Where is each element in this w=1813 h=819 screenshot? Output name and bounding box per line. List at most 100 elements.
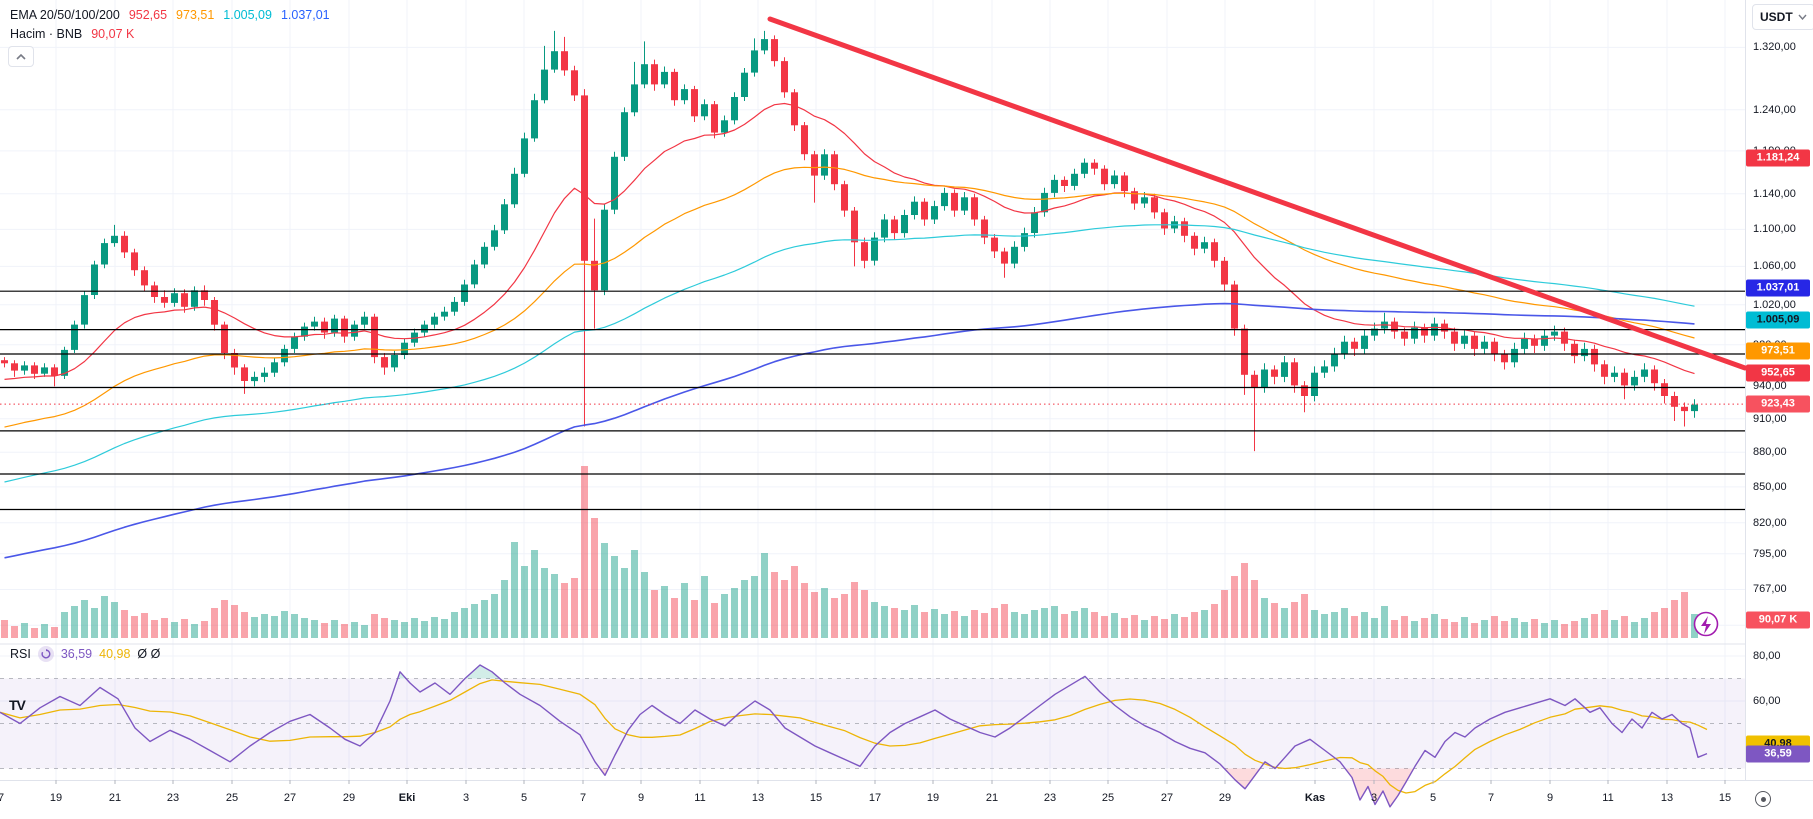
currency-label: USDT: [1760, 10, 1793, 24]
rsi-ma-line: [0, 679, 1708, 794]
rsi-band: [0, 678, 1745, 769]
quick-trade-lightning-button[interactable]: [1693, 611, 1719, 637]
indicator-legend: EMA 20/50/100/200 952,65 973,51 1.005,09…: [10, 5, 330, 43]
price-badge: 1.037,01: [1746, 279, 1810, 297]
candlesticks-layer: [1, 30, 1698, 452]
time-label: 11: [1602, 792, 1614, 804]
price-label: 880,00: [1753, 446, 1787, 458]
price-badge: 973,51: [1746, 342, 1810, 360]
time-label: 19: [49, 792, 63, 804]
time-label: 7: [579, 792, 587, 804]
time-label: 11: [694, 792, 706, 804]
price-label: 1.320,00: [1753, 41, 1796, 53]
ema-legend-row[interactable]: EMA 20/50/100/200 952,65 973,51 1.005,09…: [10, 5, 330, 24]
ema-200-line: [4, 302, 1695, 559]
volume-legend-label: Hacim · BNB: [10, 26, 83, 41]
time-label: 23: [166, 792, 180, 804]
time-label-month: Eki: [398, 792, 416, 804]
rsi-scale-label: 60,00: [1753, 695, 1781, 707]
lightning-icon: [1701, 616, 1711, 634]
ema-100: [4, 224, 1695, 483]
rsi-label: RSI: [10, 647, 31, 661]
price-badge: 952,65: [1746, 364, 1810, 382]
time-label: 13: [751, 792, 765, 804]
volume-legend-row[interactable]: Hacim · BNB 90,07 K: [10, 24, 330, 43]
price-label: 1.020,00: [1753, 299, 1796, 311]
time-label: 17: [868, 792, 882, 804]
drawings-layer: [0, 16, 1748, 511]
time-label: 25: [1101, 792, 1115, 804]
time-label: 15: [1718, 792, 1732, 804]
rsi-refresh-icon[interactable]: [37, 646, 54, 662]
ema-legend-label: EMA 20/50/100/200: [10, 7, 120, 22]
ema-20-line: [4, 102, 1695, 380]
rsi-badge: 36,59: [1746, 745, 1810, 763]
time-axis[interactable]: [0, 780, 1813, 819]
time-label: 15: [809, 792, 823, 804]
time-label: 21: [985, 792, 999, 804]
price-badge: 1.005,09: [1746, 311, 1810, 329]
time-label: 29: [1218, 792, 1232, 804]
rsi-scale-label: 80,00: [1753, 650, 1781, 662]
time-label: 27: [283, 792, 297, 804]
time-label: 9: [1546, 792, 1554, 804]
ema-200: [4, 302, 1695, 559]
time-label: 25: [225, 792, 239, 804]
time-label: 7: [1487, 792, 1495, 804]
time-label: 17: [0, 792, 5, 804]
currency-selector-button[interactable]: USDT: [1752, 4, 1813, 30]
rsi-ma-value: 40,98: [99, 647, 131, 661]
time-label: 21: [108, 792, 122, 804]
ema-50: [4, 166, 1695, 428]
time-label-month: Kas: [1304, 792, 1326, 804]
time-label: 13: [1660, 792, 1674, 804]
ema50-value: 973,51: [176, 7, 215, 22]
ema100-value: 1.005,09: [223, 7, 272, 22]
rsi-current-value: 36,59: [60, 647, 93, 661]
time-label: 9: [637, 792, 645, 804]
price-label: 910,00: [1753, 413, 1787, 425]
volume-current-value: 90,07 K: [91, 26, 135, 41]
timezone-settings-button[interactable]: [1755, 791, 1771, 807]
price-label: 940,00: [1753, 380, 1787, 392]
circular-arrows-icon: [41, 649, 51, 659]
rsi-legend-row[interactable]: RSI 36,59 40,98 Ø Ø: [10, 646, 160, 662]
ema-20: [4, 102, 1695, 380]
price-label: 795,00: [1753, 548, 1787, 560]
ema-50-line: [4, 166, 1695, 428]
time-label: 5: [520, 792, 528, 804]
collapse-pane-button[interactable]: [8, 46, 34, 67]
price-label: 1.060,00: [1753, 260, 1796, 272]
price-badge: 923,43: [1746, 395, 1810, 413]
time-label: 5: [1429, 792, 1437, 804]
price-label: 767,00: [1753, 583, 1787, 595]
rsi-line: [0, 664, 1708, 808]
rsi-layer: [0, 664, 1708, 808]
gridlines-layer: [0, 0, 1745, 780]
price-label: 1.100,00: [1753, 223, 1796, 235]
price-badge: 1.181,24: [1746, 149, 1810, 167]
price-label: 820,00: [1753, 517, 1787, 529]
time-ticks: [55, 780, 1726, 784]
price-axis[interactable]: [1745, 0, 1813, 780]
time-label: 23: [1043, 792, 1057, 804]
time-label: 27: [1160, 792, 1174, 804]
chevron-down-icon: [1798, 14, 1807, 20]
rsi-placeholder-values: Ø Ø: [137, 647, 161, 661]
time-label: 3: [462, 792, 470, 804]
tradingview-logo[interactable]: TV: [9, 697, 26, 713]
price-label: 850,00: [1753, 481, 1787, 493]
price-label: 1.240,00: [1753, 104, 1796, 116]
dot-icon: [1760, 796, 1766, 802]
ema20-value: 952,65: [128, 7, 168, 22]
descending-trendline: [767, 16, 1748, 371]
volume-bars-layer: [1, 466, 1698, 638]
chevron-up-icon: [16, 53, 26, 60]
time-label: 19: [926, 792, 940, 804]
price-label: 1.140,00: [1753, 188, 1796, 200]
ema200-value: 1.037,01: [280, 7, 330, 22]
volume-badge: 90,07 K: [1746, 611, 1810, 629]
time-label: 29: [342, 792, 356, 804]
